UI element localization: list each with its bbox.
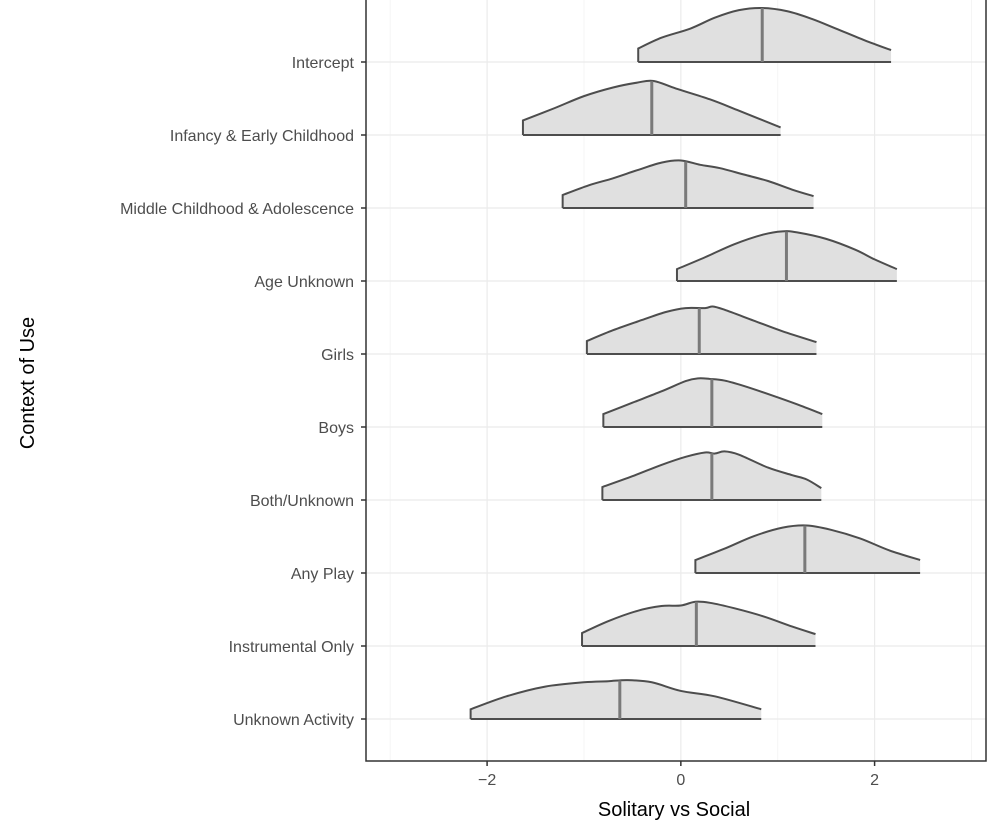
ridge-intercept — [637, 6, 892, 63]
y-tick-label: Intercept — [292, 55, 355, 72]
density-outline — [585, 305, 817, 354]
y-tick-label: Both/Unknown — [250, 493, 354, 510]
panel-border — [365, 0, 987, 762]
ridge-both-unknown — [601, 450, 822, 501]
density-outline — [602, 377, 823, 427]
x-axis-title: Solitary vs Social — [598, 799, 750, 821]
ridge-middle-childhood-adolescence — [561, 159, 814, 209]
density-fill — [586, 306, 817, 354]
ridge-instrumental-only — [581, 600, 816, 647]
y-tick-label: Unknown Activity — [233, 712, 354, 729]
y-tick-label: Instrumental Only — [229, 639, 354, 656]
y-tick-label: Any Play — [291, 566, 354, 583]
density-fill — [562, 160, 814, 208]
y-tick-label: Middle Childhood & Adolescence — [120, 201, 354, 218]
axis-layer: Intercept Infancy & Early Childhood Middle… — [120, 0, 987, 789]
ridges-layer — [469, 6, 921, 720]
ridge-boys — [602, 377, 823, 428]
ridge-unknown-activity — [469, 679, 762, 720]
density-outline — [561, 159, 814, 208]
density-fill — [638, 7, 892, 62]
density-outline — [694, 524, 921, 573]
y-tick-label: Age Unknown — [254, 274, 354, 291]
density-outline — [637, 6, 892, 62]
ridge-infancy-early-childhood — [521, 79, 781, 136]
density-outline — [581, 600, 816, 646]
ridge-girls — [585, 305, 817, 355]
x-tick-label: −2 — [478, 772, 496, 789]
density-outline — [469, 679, 762, 719]
density-fill — [582, 601, 816, 646]
density-outline — [675, 230, 898, 281]
density-fill — [470, 680, 762, 719]
y-axis-title: Context of Use — [17, 317, 39, 449]
x-tick-label: 0 — [676, 772, 685, 789]
y-tick-label: Girls — [321, 347, 354, 364]
x-tick-label: 2 — [870, 772, 879, 789]
density-outline — [601, 450, 822, 500]
y-tick-label: Infancy & Early Childhood — [170, 128, 354, 145]
y-tick-label: Boys — [318, 420, 354, 437]
ridge-age-unknown — [675, 230, 898, 282]
ridge-any-play — [694, 524, 921, 574]
density-outline — [521, 79, 781, 135]
